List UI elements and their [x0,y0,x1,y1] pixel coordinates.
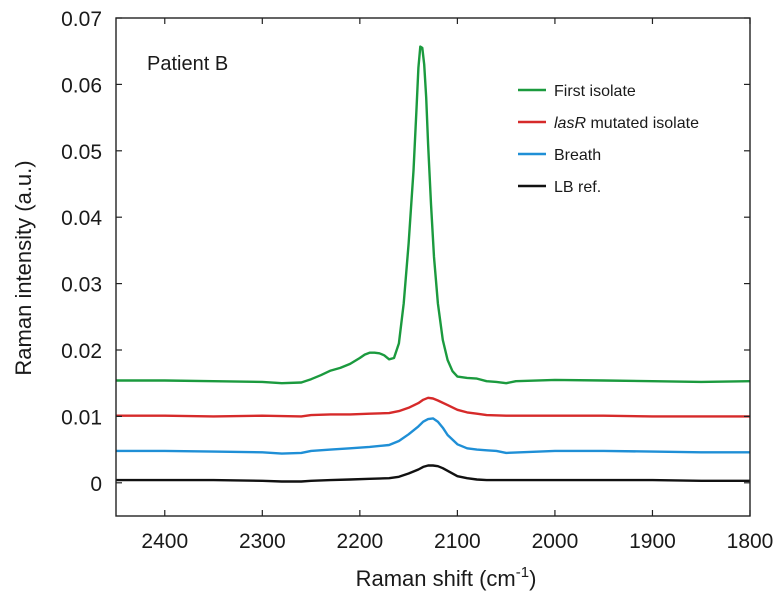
x-tick-label: 2000 [532,530,579,553]
x-tick-label: 1900 [629,530,676,553]
x-tick-label: 2300 [239,530,286,553]
axis-ticks: 2400 2300 2200 2100 2000 1900 1800 0 0.01 0.02 0.0… [61,8,773,553]
x-axis-title: Raman shift (cm-1) [356,564,537,591]
y-tick-label: 0.07 [61,8,102,31]
legend-label-1: lasR mutated isolate [554,115,699,132]
series-lines [116,45,751,483]
y-tick-label: 0.05 [61,141,102,164]
y-tick-label: 0.06 [61,74,102,97]
y-tick-label: 0.01 [61,406,102,429]
x-tick-label: 2100 [434,530,481,553]
series-line-3 [116,464,750,483]
y-tick-label: 0 [90,473,102,496]
x-tick-label: 1800 [727,530,774,553]
legend-label-0: First isolate [554,83,636,100]
legend-label-3: LB ref. [554,179,601,196]
y-tick-label: 0.02 [61,340,102,363]
legend: First isolate lasR mutated isolate Breath L… [518,83,699,196]
series-line-1 [116,396,750,418]
y-tick-label: 0.04 [61,207,102,230]
patient-annotation: Patient B [147,53,228,75]
y-tick-label: 0.03 [61,274,102,297]
plot-frame [115,17,751,517]
series-line-0 [116,45,751,385]
series-line-2 [116,417,750,455]
y-axis-title: Raman intensity (a.u.) [11,160,36,375]
legend-label-2: Breath [554,147,601,164]
x-tick-label: 2200 [336,530,383,553]
x-tick-label: 2400 [141,530,188,553]
